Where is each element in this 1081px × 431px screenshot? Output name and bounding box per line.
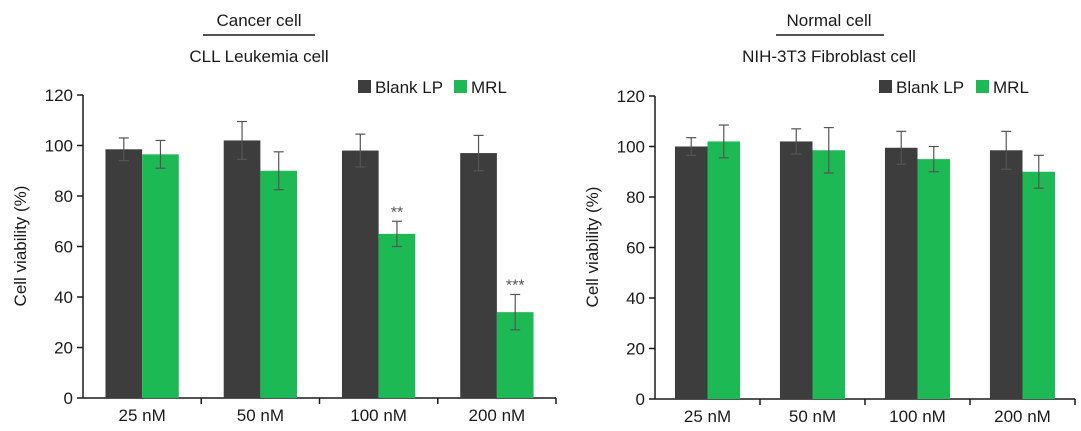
legend: Blank LP MRL bbox=[879, 78, 1029, 97]
y-tick-label: 80 bbox=[54, 187, 73, 206]
bar-mrl bbox=[812, 150, 846, 399]
chart-cancer: Cancer cell CLL Leukemia cell Cell viabi… bbox=[11, 11, 557, 425]
plot-area: 0 20 40 60 80 100 120 25 nM 50 nM 100 nM 200 nM bbox=[617, 87, 1076, 426]
group-title: Cancer cell bbox=[216, 11, 301, 30]
bar-mrl bbox=[1022, 171, 1056, 399]
bar-blank-lp bbox=[223, 140, 261, 398]
bar-blank-lp bbox=[341, 150, 379, 398]
significance-label: *** bbox=[506, 277, 525, 294]
legend-swatch-blank-lp bbox=[358, 80, 371, 93]
bar-blank-lp bbox=[884, 147, 918, 399]
legend: Blank LP MRL bbox=[358, 78, 507, 97]
y-axis-label: Cell viability (%) bbox=[11, 186, 30, 307]
legend-label-mrl: MRL bbox=[993, 78, 1029, 97]
y-tick-label: 20 bbox=[54, 339, 73, 358]
bar-blank-lp bbox=[460, 153, 497, 398]
legend-label-blank-lp: Blank LP bbox=[896, 78, 964, 97]
legend-label-mrl: MRL bbox=[471, 78, 507, 97]
y-tick-label: 40 bbox=[626, 289, 645, 308]
y-tick-label: 60 bbox=[626, 239, 645, 258]
legend-swatch-blank-lp bbox=[879, 80, 892, 93]
y-tick-label: 0 bbox=[636, 390, 645, 409]
y-tick-label: 120 bbox=[45, 86, 73, 105]
bar-mrl bbox=[260, 170, 298, 398]
chart-title: CLL Leukemia cell bbox=[189, 47, 328, 66]
y-tick-label: 120 bbox=[617, 87, 645, 106]
x-tick-label: 50 nM bbox=[237, 406, 284, 425]
y-tick-label: 0 bbox=[64, 389, 73, 408]
bar-mrl bbox=[378, 233, 416, 398]
bar-blank-lp bbox=[674, 146, 708, 399]
x-tick-label: 200 nM bbox=[469, 406, 526, 425]
y-tick-label: 100 bbox=[45, 137, 73, 156]
y-tick-label: 100 bbox=[617, 138, 645, 157]
y-tick-label: 80 bbox=[626, 188, 645, 207]
significance-label: ** bbox=[391, 204, 403, 221]
x-tick-label: 100 nM bbox=[889, 407, 946, 426]
x-tick-label: 25 nM bbox=[119, 406, 166, 425]
x-tick-label: 25 nM bbox=[684, 407, 731, 426]
y-axis-label: Cell viability (%) bbox=[583, 187, 602, 308]
bar-mrl bbox=[707, 141, 741, 399]
y-tick-label: 60 bbox=[54, 238, 73, 257]
bar-blank-lp bbox=[105, 149, 143, 398]
bar-mrl bbox=[142, 154, 179, 398]
legend-swatch-mrl bbox=[454, 80, 467, 93]
x-tick-label: 200 nM bbox=[994, 407, 1051, 426]
legend-swatch-mrl bbox=[976, 80, 989, 93]
plot-area: 0 20 40 60 80 100 120 25 nM 50 nM 100 nM ** 200 nM *… bbox=[45, 86, 557, 425]
legend-label-blank-lp: Blank LP bbox=[375, 78, 443, 97]
x-tick-label: 50 nM bbox=[789, 407, 836, 426]
bar-mrl bbox=[917, 159, 951, 399]
chart-normal: Normal cell NIH-3T3 Fibroblast cell Cell… bbox=[583, 11, 1076, 426]
x-tick-label: 100 nM bbox=[350, 406, 407, 425]
y-tick-label: 20 bbox=[626, 340, 645, 359]
chart-title: NIH-3T3 Fibroblast cell bbox=[742, 47, 916, 66]
bar-blank-lp bbox=[989, 150, 1023, 399]
bar-blank-lp bbox=[779, 141, 813, 399]
group-title: Normal cell bbox=[786, 11, 871, 30]
y-tick-label: 40 bbox=[54, 288, 73, 307]
